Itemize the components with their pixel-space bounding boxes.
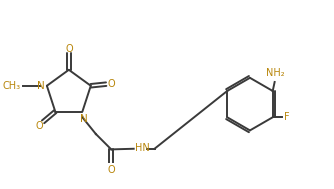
Text: N: N: [36, 81, 44, 91]
Text: F: F: [284, 112, 290, 122]
Text: O: O: [108, 79, 115, 89]
Text: HN: HN: [135, 143, 150, 153]
Text: CH₃: CH₃: [2, 81, 20, 91]
Text: O: O: [108, 165, 115, 175]
Text: O: O: [35, 121, 43, 131]
Text: O: O: [65, 44, 72, 54]
Text: NH₂: NH₂: [266, 68, 285, 78]
Text: N: N: [80, 114, 88, 124]
